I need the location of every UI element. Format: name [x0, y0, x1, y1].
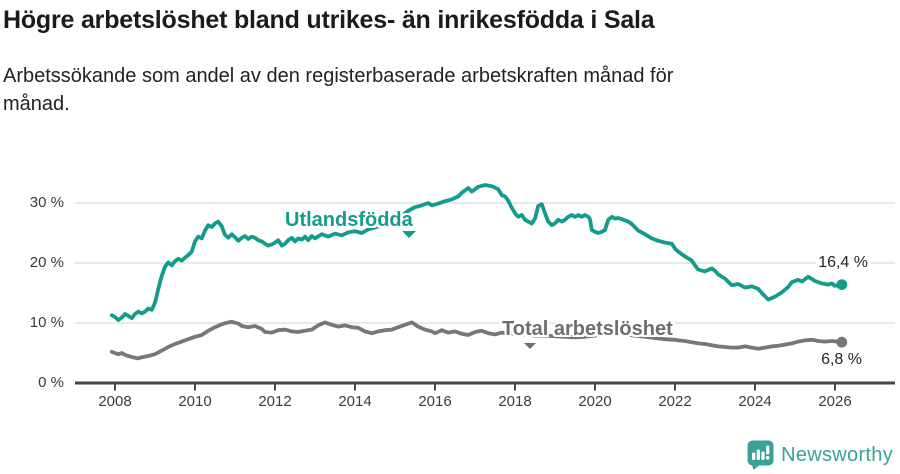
x-tick-label: 2008: [98, 393, 132, 410]
series-label-utlandsfodda: Utlandsfödda: [285, 209, 413, 231]
x-tick-label: 2022: [658, 393, 692, 410]
caret-down-icon: [402, 231, 416, 238]
chart-subtitle: Arbetssökande som andel av den registerb…: [3, 65, 674, 115]
end-value-label-utlandsfodda: 16,4 %: [816, 253, 870, 273]
x-tick-label: 2014: [338, 393, 372, 410]
newsworthy-icon: [747, 440, 774, 470]
y-tick-label: 20 %: [29, 254, 64, 271]
x-tick-label: 2016: [418, 393, 452, 410]
x-tick-label: 2012: [258, 393, 292, 410]
y-tick-label: 30 %: [29, 194, 64, 211]
x-tick-label: 2020: [578, 393, 612, 410]
caret-down-icon: [524, 343, 536, 349]
x-tick-label: 2010: [178, 393, 212, 410]
y-tick-label: 10 %: [29, 314, 64, 331]
x-tick-label: 2018: [498, 393, 532, 410]
series-label-total-arbetsloshet: Total arbetslöshet: [502, 318, 673, 340]
end-value-label-total: 6,8 %: [819, 350, 864, 370]
x-tick-label: 2024: [738, 393, 772, 410]
y-tick-label: 0 %: [38, 374, 64, 391]
newsworthy-logo[interactable]: Newsworthy: [747, 440, 893, 470]
page-title: Högre arbetslöshet bland utrikes- än inr…: [3, 6, 655, 34]
newsworthy-wordmark: Newsworthy: [781, 443, 893, 466]
x-tick-label: 2026: [818, 393, 852, 410]
